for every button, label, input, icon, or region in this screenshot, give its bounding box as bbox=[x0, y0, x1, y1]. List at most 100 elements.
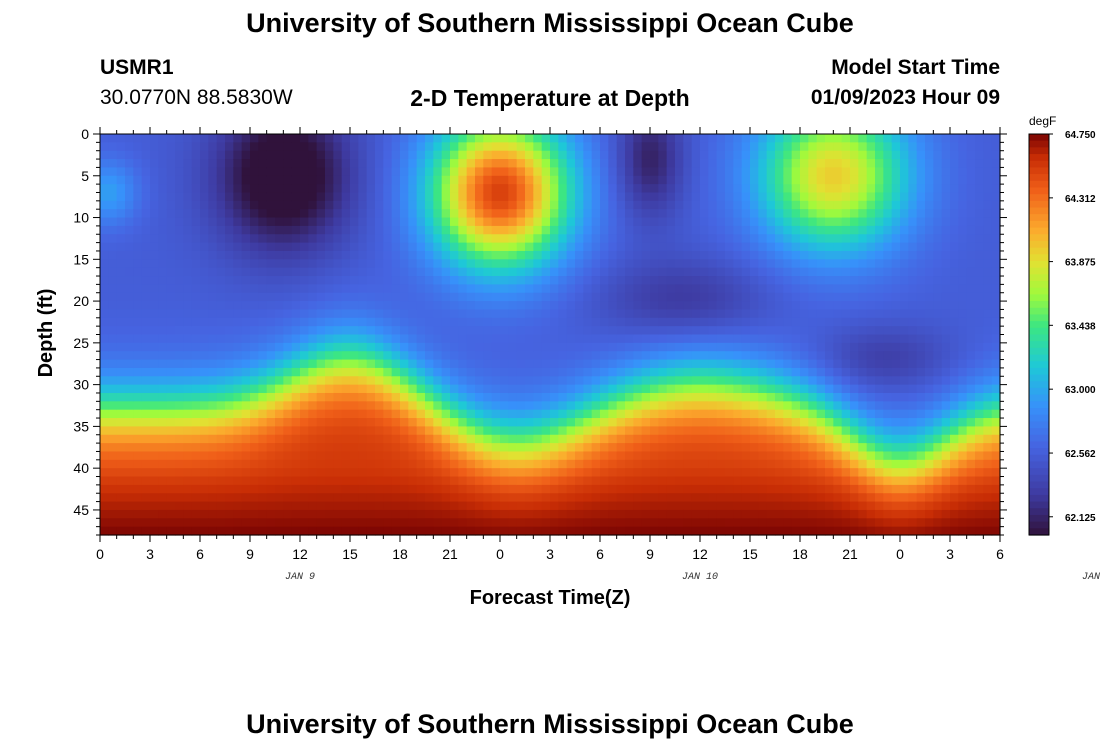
heatmap-cell bbox=[875, 184, 884, 194]
heatmap-cell bbox=[141, 134, 151, 143]
heatmap-cell bbox=[691, 234, 701, 244]
heatmap-cell bbox=[475, 418, 484, 427]
heatmap-cell bbox=[625, 134, 634, 143]
heatmap-cell bbox=[591, 150, 601, 160]
heatmap-cell bbox=[833, 493, 843, 503]
heatmap-cell bbox=[700, 267, 709, 277]
heatmap-cell bbox=[800, 384, 809, 394]
heatmap-cell bbox=[583, 250, 593, 260]
heatmap-cell bbox=[958, 175, 968, 185]
heatmap-cell bbox=[350, 392, 359, 402]
heatmap-cell bbox=[475, 342, 484, 352]
heatmap-cell bbox=[283, 392, 293, 402]
heatmap-cell bbox=[308, 443, 318, 453]
heatmap-cell bbox=[866, 276, 876, 285]
heatmap-cell bbox=[116, 409, 126, 419]
heatmap-cell bbox=[333, 459, 343, 469]
heatmap-cell bbox=[308, 225, 318, 235]
heatmap-cell bbox=[908, 234, 918, 244]
heatmap-cell bbox=[366, 459, 376, 469]
heatmap-cell bbox=[100, 443, 109, 453]
heatmap-cell bbox=[858, 175, 868, 185]
heatmap-cell bbox=[716, 476, 726, 486]
heatmap-cell bbox=[425, 276, 434, 285]
heatmap-cell bbox=[216, 367, 226, 377]
heatmap-cell bbox=[491, 259, 501, 269]
heatmap-cell bbox=[166, 200, 176, 210]
heatmap-cell bbox=[216, 292, 226, 302]
heatmap-cell bbox=[433, 209, 443, 219]
heatmap-cell bbox=[950, 501, 959, 511]
heatmap-cell bbox=[458, 484, 468, 494]
heatmap-cell bbox=[183, 242, 193, 252]
heatmap-cell bbox=[308, 484, 318, 494]
heatmap-cell bbox=[633, 342, 643, 352]
heatmap-cell bbox=[266, 134, 276, 143]
heatmap-cell bbox=[216, 451, 226, 461]
heatmap-cell bbox=[241, 526, 251, 536]
heatmap-cell bbox=[366, 192, 376, 202]
heatmap-cell bbox=[108, 250, 118, 260]
heatmap-cell bbox=[958, 317, 968, 327]
heatmap-cell bbox=[616, 250, 626, 260]
heatmap-cell bbox=[100, 259, 109, 269]
heatmap-cell bbox=[341, 142, 351, 152]
heatmap-cell bbox=[633, 142, 643, 152]
heatmap-cell bbox=[875, 142, 884, 152]
heatmap-cell bbox=[650, 351, 659, 361]
heatmap-cell bbox=[325, 359, 334, 369]
heatmap-cell bbox=[316, 317, 326, 327]
heatmap-cell bbox=[516, 259, 526, 269]
heatmap-cell bbox=[533, 159, 543, 169]
heatmap-cell bbox=[200, 317, 209, 327]
heatmap-cell bbox=[500, 150, 509, 160]
heatmap-cell bbox=[858, 225, 868, 235]
heatmap-cell bbox=[350, 150, 359, 160]
heatmap-cell bbox=[925, 459, 934, 469]
heatmap-cell bbox=[808, 192, 818, 202]
heatmap-cell bbox=[958, 225, 968, 235]
heatmap-cell bbox=[841, 234, 851, 244]
heatmap-cell bbox=[766, 309, 776, 319]
heatmap-cell bbox=[850, 301, 859, 311]
heatmap-cell bbox=[633, 209, 643, 219]
heatmap-cell bbox=[325, 443, 334, 453]
heatmap-cell bbox=[766, 409, 776, 419]
heatmap-cell bbox=[491, 351, 501, 361]
heatmap-cell bbox=[483, 134, 493, 143]
heatmap-cell bbox=[400, 493, 409, 503]
heatmap-cell bbox=[650, 443, 659, 453]
heatmap-cell bbox=[550, 309, 559, 319]
heatmap-cell bbox=[825, 351, 834, 361]
heatmap-cell bbox=[908, 267, 918, 277]
heatmap-cell bbox=[341, 209, 351, 219]
heatmap-cell bbox=[200, 493, 209, 503]
heatmap-cell bbox=[275, 150, 284, 160]
heatmap-cell bbox=[358, 192, 368, 202]
heatmap-cell bbox=[341, 292, 351, 302]
heatmap-cell bbox=[308, 209, 318, 219]
heatmap-cell bbox=[166, 175, 176, 185]
heatmap-cell bbox=[608, 376, 618, 386]
heatmap-cell bbox=[783, 284, 793, 294]
heatmap-cell bbox=[233, 184, 243, 194]
heatmap-cell bbox=[716, 134, 726, 143]
heatmap-cell bbox=[466, 259, 476, 269]
heatmap-cell bbox=[225, 192, 234, 202]
heatmap-cell bbox=[725, 509, 734, 519]
heatmap-cell bbox=[608, 276, 618, 285]
heatmap-cell bbox=[141, 276, 151, 285]
heatmap-cell bbox=[166, 418, 176, 427]
heatmap-cell bbox=[300, 367, 309, 377]
heatmap-cell bbox=[425, 376, 434, 386]
heatmap-cell bbox=[116, 267, 126, 277]
heatmap-cell bbox=[275, 518, 284, 528]
heatmap-cell bbox=[941, 484, 951, 494]
heatmap-cell bbox=[516, 184, 526, 194]
heatmap-cell bbox=[591, 509, 601, 519]
heatmap-cell bbox=[200, 234, 209, 244]
heatmap-cell bbox=[316, 192, 326, 202]
heatmap-cell bbox=[275, 292, 284, 302]
heatmap-cell bbox=[808, 234, 818, 244]
heatmap-cell bbox=[241, 367, 251, 377]
